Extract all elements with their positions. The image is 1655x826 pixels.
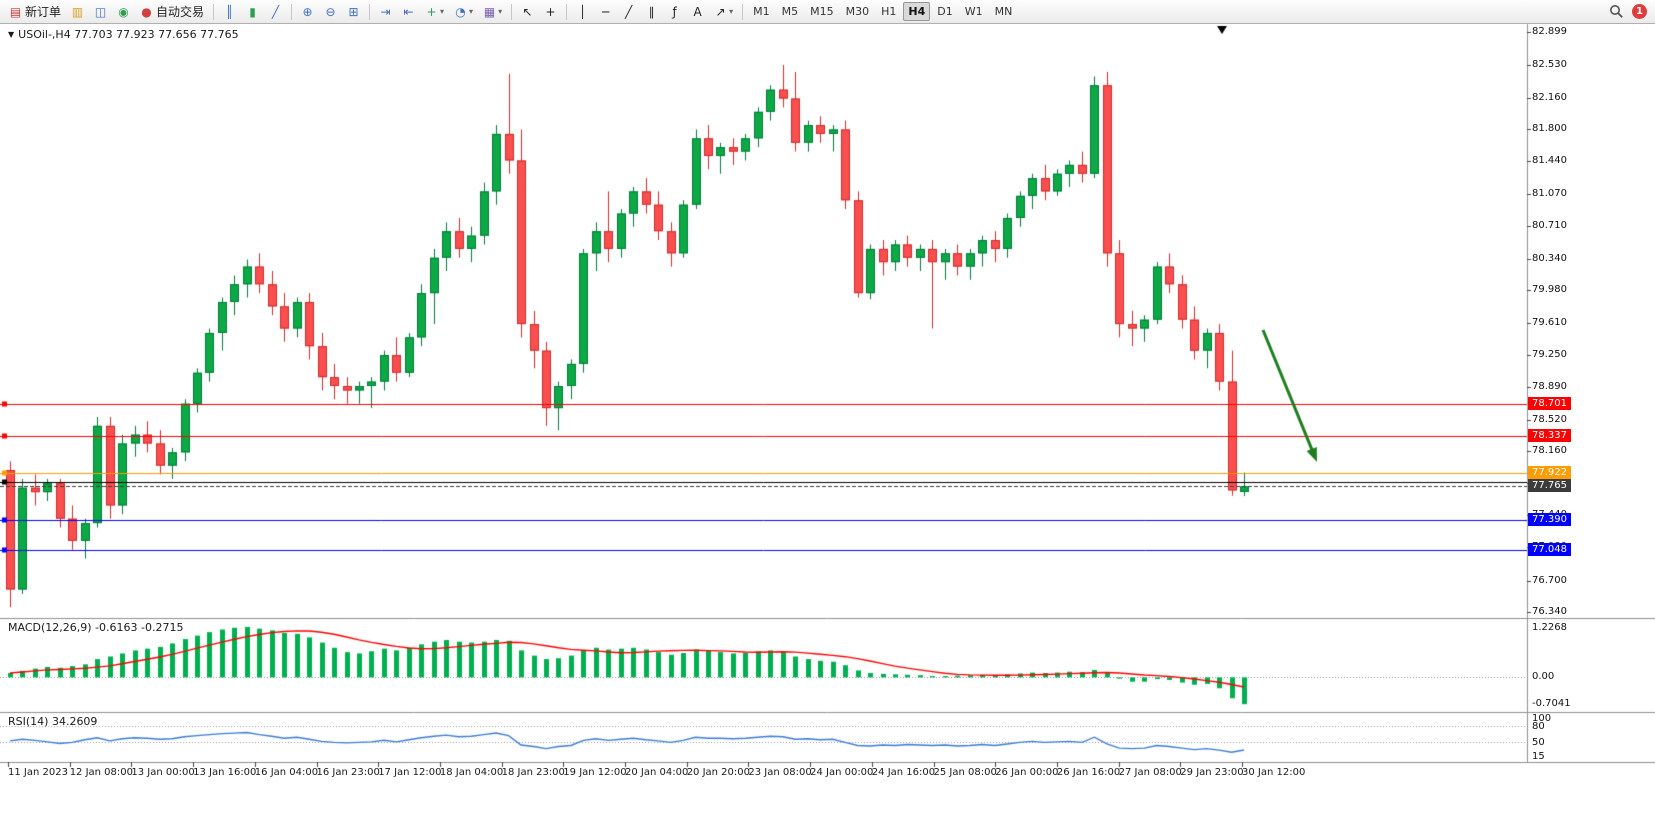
line-chart-button[interactable]: ╱ [265,1,286,23]
crosshair-button[interactable]: + [540,1,561,23]
trendline-button[interactable]: ╱ [618,1,639,23]
timeframe-h4-button[interactable]: H4 [903,2,931,21]
cursor-icon: ↖ [522,4,533,19]
fibonacci-icon: ƒ [672,4,677,19]
zoom-in-button[interactable]: ⊕ [297,1,318,23]
timeframe-w1-button[interactable]: W1 [964,5,983,18]
toolbar-buttons: ▤ 新订单 ▥ ◫ ◉ ● 自动交易 ║ ▮ ╱ ⊕ ⊖ ⊞ ⇥ ⇤ + ▾ ◔ ▾ ▦ ▾ ↖ + │ ─ ╱ ∥ ƒ A ↗ ▾ M1 M5… [4,0,1018,23]
tile-windows-button[interactable]: ⊞ [343,1,364,23]
dropdown-caret-icon[interactable]: ▾ [440,7,445,16]
new-order-button-label: 新订单 [25,5,62,19]
toolbar-separator [369,3,371,20]
text-button[interactable]: A [687,1,708,23]
new-order-icon: ▤ [9,4,22,19]
channel-button[interactable]: ∥ [641,1,662,23]
template-button[interactable]: ▦ ▾ [479,1,506,23]
chart-shift-button[interactable]: ⇤ [398,1,419,23]
autotrading-icon: ● [141,4,152,19]
autotrading-button-label: 自动交易 [156,5,205,19]
toolbar-separator [566,3,568,20]
zoom-in-icon: ⊕ [302,4,313,19]
navigator-icon: ◉ [118,4,129,19]
fibonacci-button[interactable]: ƒ [664,1,685,23]
new-chart-button[interactable]: + ▾ [421,1,448,23]
data-window-button[interactable]: ◫ [90,1,111,23]
timeframe-m30-button[interactable]: M30 [845,5,870,18]
period-button[interactable]: ◔ ▾ [450,1,477,23]
zoom-out-icon: ⊖ [325,4,336,19]
crosshair-icon: + [545,4,556,19]
auto-scroll-icon: ⇥ [380,4,391,19]
horizontal-line-button[interactable]: ─ [595,1,616,23]
bar-chart-button[interactable]: ║ [219,1,240,23]
bar-chart-icon: ║ [225,4,234,19]
market-watch-icon: ▥ [71,4,84,19]
dropdown-caret-icon[interactable]: ▾ [469,7,474,16]
toolbar-separator [291,3,293,20]
auto-scroll-button[interactable]: ⇥ [375,1,396,23]
arrows-button[interactable]: ↗ ▾ [710,1,737,23]
toolbar-separator [742,3,744,20]
timeframe-mn-button[interactable]: MN [994,5,1013,18]
toolbar-separator [511,3,513,20]
zoom-out-button[interactable]: ⊖ [320,1,341,23]
new-order-button[interactable]: ▤ 新订单 [5,1,65,23]
cursor-button[interactable]: ↖ [517,1,538,23]
data-window-icon: ◫ [94,4,107,19]
market-watch-button[interactable]: ▥ [67,1,88,23]
period-icon: ◔ [455,4,466,19]
candlestick-chart-button[interactable]: ▮ [242,1,263,23]
timeframe-m5-button[interactable]: M5 [781,5,799,18]
line-chart-icon: ╱ [271,4,280,19]
toolbar-right: 1 [1609,4,1651,19]
timeframe-d1-button[interactable]: D1 [937,5,953,18]
vertical-line-button[interactable]: │ [572,1,593,23]
timeframe-h1-button[interactable]: H1 [881,5,897,18]
template-icon: ▦ [483,4,496,19]
navigator-button[interactable]: ◉ [113,1,134,23]
toolbar-separator [213,3,215,20]
dropdown-caret-icon[interactable]: ▾ [729,7,734,16]
search-icon[interactable] [1609,4,1624,19]
channel-icon: ∥ [648,4,655,19]
candlestick-chart-icon: ▮ [249,4,256,19]
tile-windows-icon: ⊞ [348,4,359,19]
new-chart-icon: + [426,4,437,19]
notification-badge[interactable]: 1 [1632,4,1647,19]
timeframe-m15-button[interactable]: M15 [810,5,834,18]
horizontal-line-icon: ─ [601,4,610,19]
timeframe-m1-button[interactable]: M1 [753,5,770,18]
vertical-line-icon: │ [578,4,587,19]
arrows-icon: ↗ [715,4,726,19]
dropdown-caret-icon[interactable]: ▾ [498,7,503,16]
autotrading-button[interactable]: ● 自动交易 [136,1,208,23]
toolbar: ▤ 新订单 ▥ ◫ ◉ ● 自动交易 ║ ▮ ╱ ⊕ ⊖ ⊞ ⇥ ⇤ + ▾ ◔ ▾ ▦ ▾ ↖ + │ ─ ╱ ∥ ƒ A ↗ ▾ M1 M5… [0,0,1655,24]
text-icon: A [693,4,702,19]
chart-shift-icon: ⇤ [403,4,414,19]
trendline-icon: ╱ [624,4,633,19]
